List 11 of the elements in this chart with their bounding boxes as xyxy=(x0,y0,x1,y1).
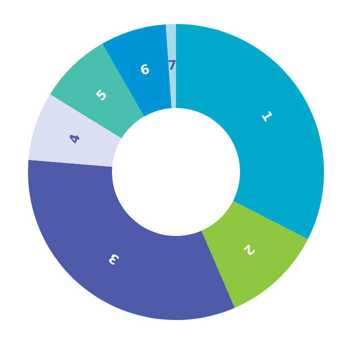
donut-slice xyxy=(176,24,324,240)
slice-label: 7 xyxy=(168,58,178,74)
slice-label: 5 xyxy=(94,87,111,104)
slice-label: 1 xyxy=(258,108,276,124)
donut-slice xyxy=(166,24,176,108)
slice-label: 3 xyxy=(106,249,122,267)
donut-slice xyxy=(201,201,308,308)
donut-slice xyxy=(28,160,235,320)
slice-label: 2 xyxy=(240,240,257,258)
slice-label: 4 xyxy=(66,132,84,146)
slice-label: 6 xyxy=(138,62,152,80)
